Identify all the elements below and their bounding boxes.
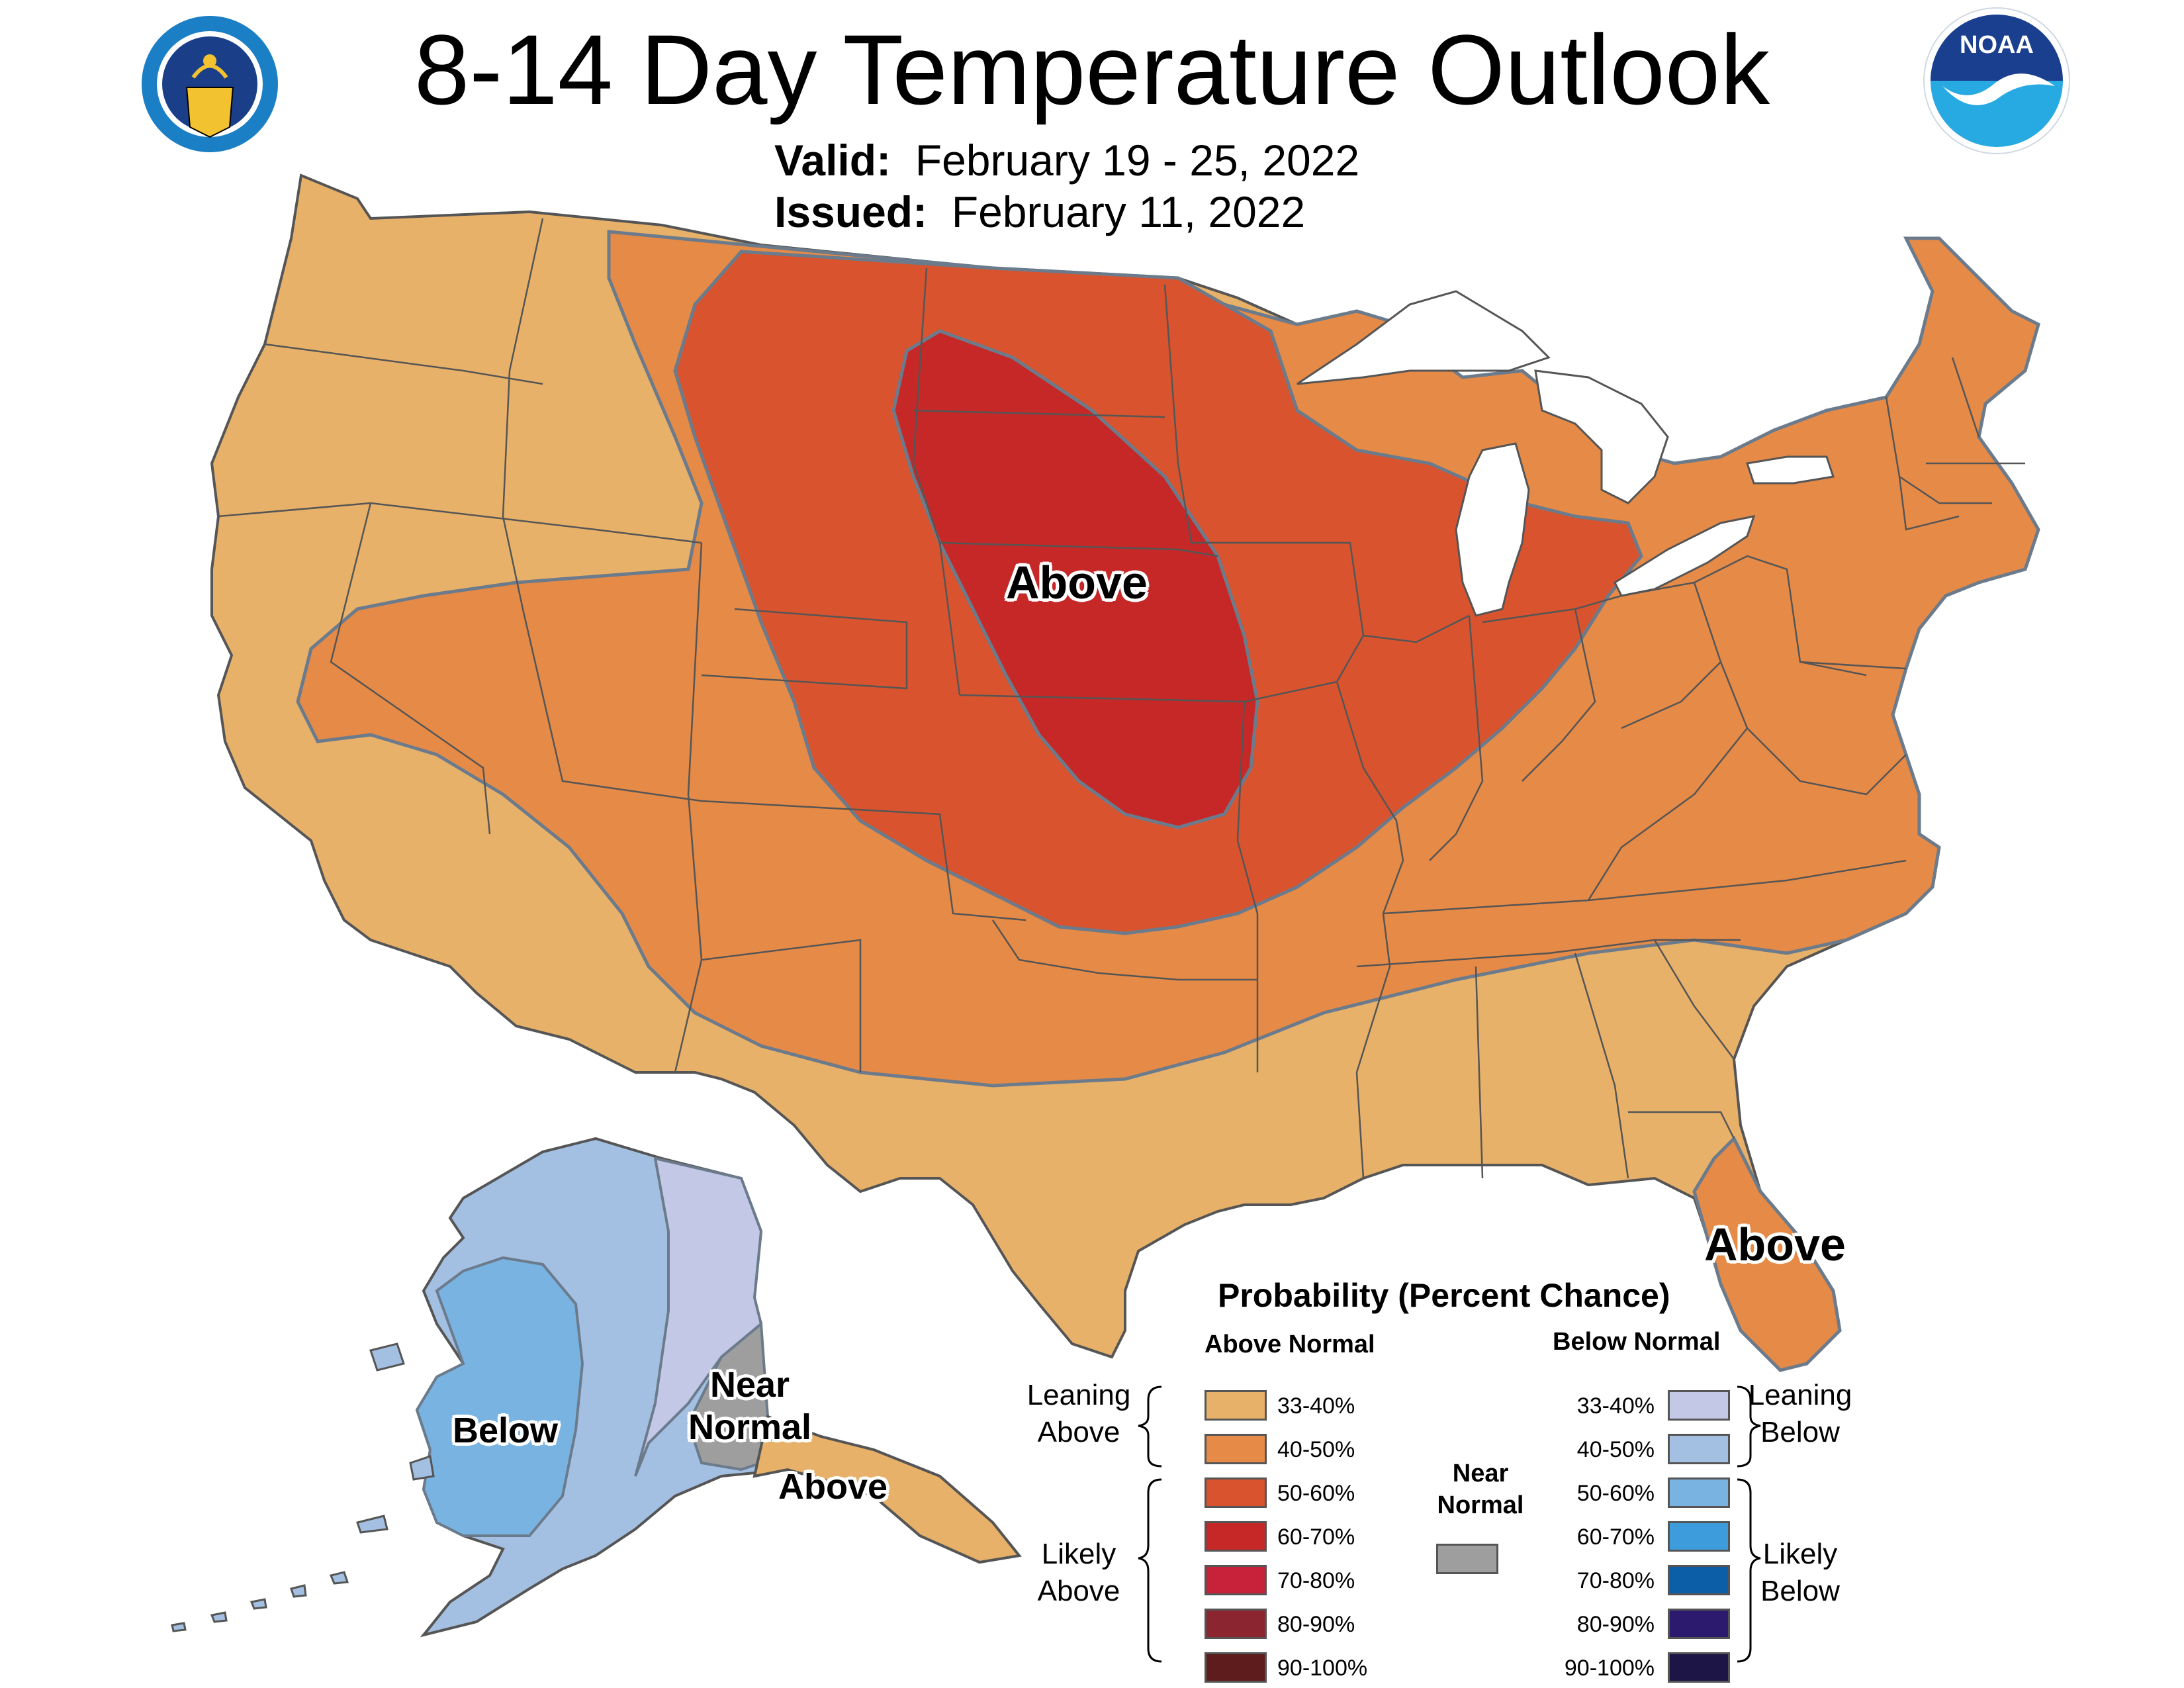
above-swatch-4 — [1205, 1565, 1267, 1595]
leaning-above-label: Leaning Above — [1019, 1377, 1138, 1451]
lake-michigan — [1455, 442, 1530, 617]
below-swatch-2 — [1668, 1477, 1730, 1508]
below-swatch-3 — [1668, 1521, 1730, 1552]
near-header-line-1: Near — [1452, 1460, 1509, 1487]
valid-line: Valid: February 19 - 25, 2022 — [774, 134, 1359, 187]
above-swatch-2 — [1205, 1477, 1267, 1508]
alaska-panhandle-above-region — [752, 1415, 1022, 1564]
issued-label: Issued: — [774, 187, 928, 236]
below-swatch-label-5: 80-90% — [1576, 1612, 1655, 1637]
near-word: Near — [709, 1365, 790, 1405]
noaa-logo-icon: NOAA — [1923, 7, 2071, 156]
leaning-below-line-1: Leaning — [1748, 1379, 1852, 1411]
lake-huron — [1534, 369, 1669, 504]
issued-line: Issued: February 11, 2022 — [774, 185, 1305, 238]
below-swatch-0 — [1668, 1390, 1730, 1421]
legend-title: Probability (Percent Chance) — [1218, 1277, 1670, 1314]
legend-below-header: Below Normal — [1553, 1328, 1721, 1356]
likely-below-line-1: Likely — [1762, 1538, 1838, 1570]
above-swatch-label-4: 70-80% — [1277, 1568, 1355, 1593]
lake-ontario — [1746, 455, 1835, 485]
valid-label: Valid: — [774, 136, 891, 185]
leaning-above-line-2: Above — [1037, 1416, 1120, 1448]
alaska-33-40-below-region — [634, 1156, 763, 1477]
below-swatch-6 — [1668, 1652, 1730, 1683]
florida-40-50-region — [1692, 1135, 1842, 1372]
likely-above-line-1: Likely — [1041, 1538, 1116, 1570]
leaning-below-line-2: Below — [1760, 1416, 1840, 1448]
below-swatch-label-3: 60-70% — [1576, 1524, 1655, 1550]
valid-dates: February 19 - 25, 2022 — [915, 136, 1360, 185]
normal-word: Normal — [688, 1407, 812, 1447]
near-header-line-2: Normal — [1437, 1491, 1524, 1519]
above-swatch-label-6: 90-100% — [1277, 1656, 1368, 1681]
state-borders — [218, 218, 2025, 1179]
above-swatch-label-5: 80-90% — [1277, 1612, 1355, 1637]
map-label-alaska-below: Below — [453, 1411, 559, 1450]
leaning-above-line-1: Leaning — [1026, 1379, 1131, 1411]
legend-braces-below — [1737, 1385, 1761, 1663]
page-title: 8-14 Day Temperature Outlook — [414, 14, 1770, 125]
likely-above-line-2: Above — [1037, 1575, 1120, 1607]
map-label-alaska-near-normal: Near Normal — [688, 1364, 811, 1448]
map-label-central-above: Above — [1006, 557, 1148, 608]
legend: Probability (Percent Chance) Above Norma… — [993, 1258, 2184, 1688]
above-swatch-label-3: 60-70% — [1277, 1524, 1355, 1550]
below-swatch-4 — [1668, 1565, 1730, 1595]
below-swatch-label-2: 50-60% — [1576, 1481, 1655, 1506]
department-of-commerce-seal-icon — [140, 15, 279, 154]
likely-above-label: Likely Above — [1019, 1536, 1138, 1610]
map-label-florida-above: Above — [1704, 1219, 1846, 1270]
below-swatch-label-4: 70-80% — [1576, 1568, 1655, 1593]
above-swatch-6 — [1205, 1652, 1267, 1683]
issued-date: February 11, 2022 — [951, 187, 1306, 236]
leaning-below-label: Leaning Below — [1734, 1377, 1866, 1451]
alaska-islands — [171, 1342, 435, 1632]
alaska-50-60-below-region — [415, 1256, 584, 1537]
noaa-logo-text: NOAA — [1960, 31, 2034, 59]
above-swatch-label-2: 50-60% — [1277, 1481, 1355, 1506]
below-swatch-1 — [1668, 1434, 1730, 1464]
likely-below-line-2: Below — [1760, 1575, 1840, 1607]
below-swatch-5 — [1668, 1609, 1730, 1639]
likely-below-label: Likely Below — [1734, 1536, 1866, 1610]
contour-60-70-region — [891, 329, 1259, 829]
legend-braces-above — [1138, 1385, 1162, 1663]
above-swatch-0 — [1205, 1390, 1267, 1421]
legend-near-normal-header: Near Normal — [1431, 1458, 1530, 1521]
lake-superior — [1297, 290, 1551, 385]
below-swatch-label-6: 90-100% — [1564, 1656, 1655, 1681]
above-swatch-label-1: 40-50% — [1277, 1437, 1355, 1462]
above-swatch-label-0: 33-40% — [1277, 1393, 1355, 1419]
above-swatch-5 — [1205, 1609, 1267, 1639]
above-swatch-3 — [1205, 1521, 1267, 1552]
near-normal-swatch — [1436, 1544, 1498, 1574]
map-label-alaska-above: Above — [778, 1467, 888, 1507]
above-swatch-1 — [1205, 1434, 1267, 1464]
below-swatch-label-0: 33-40% — [1576, 1393, 1655, 1419]
legend-above-header: Above Normal — [1205, 1331, 1375, 1358]
below-swatch-label-1: 40-50% — [1576, 1437, 1655, 1462]
